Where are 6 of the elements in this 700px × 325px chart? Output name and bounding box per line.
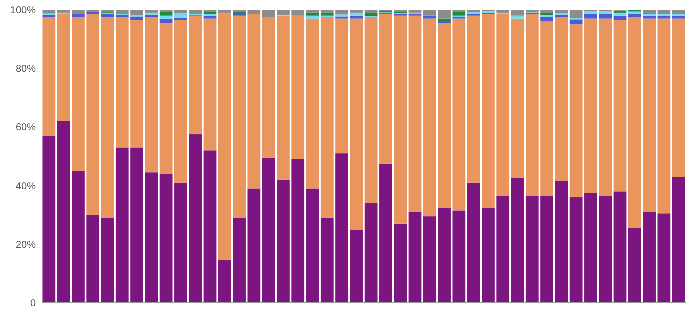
y-tick-label: 80% bbox=[16, 64, 36, 76]
y-tick-label: 0 bbox=[30, 298, 36, 310]
y-tick-label: 20% bbox=[16, 240, 36, 251]
y-tick-label: 100% bbox=[10, 6, 36, 16]
y-tick-label: 60% bbox=[16, 122, 36, 134]
y-tick-label: 40% bbox=[16, 181, 36, 192]
